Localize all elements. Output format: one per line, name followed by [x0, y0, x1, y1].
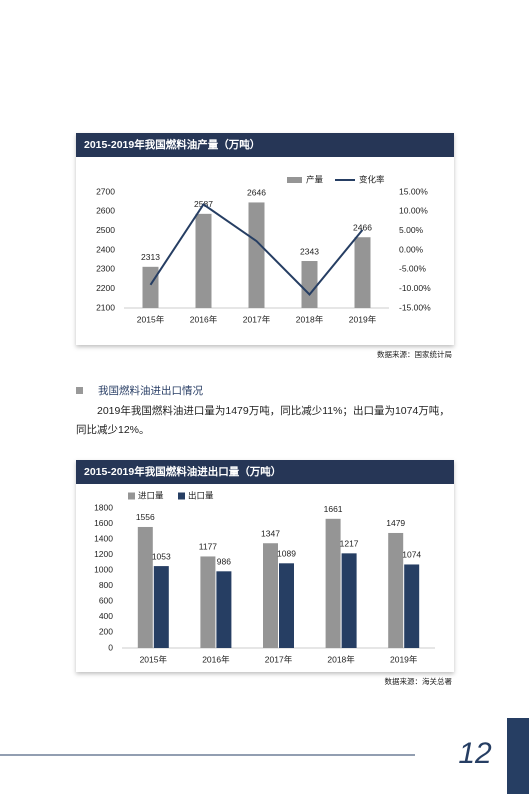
x-tick-label: 2015年	[137, 314, 165, 324]
x-tick-label: 2016年	[202, 654, 230, 664]
legend-label: 变化率	[359, 174, 385, 184]
page-number: 12	[458, 737, 492, 770]
section: 我国燃料油进出口情况 2019年我国燃料油进口量为1479万吨，同比减少11%；…	[76, 383, 456, 440]
bar	[388, 532, 404, 648]
chart-header	[76, 460, 454, 484]
legend-label: 产量	[306, 174, 324, 184]
y-tick-label: 2300	[96, 264, 115, 274]
bar	[195, 213, 212, 308]
section-heading: 我国燃料油进出口情况	[76, 383, 456, 398]
legend-label: 出口量	[188, 490, 214, 500]
data-label: 2466	[353, 222, 372, 232]
y-tick-label: 800	[99, 580, 113, 590]
x-tick-label: 2017年	[265, 654, 293, 664]
y2-tick-label: 15.00%	[399, 186, 428, 196]
bar	[248, 202, 265, 308]
data-label: 1556	[136, 512, 155, 522]
y-tick-label: 2200	[96, 283, 115, 293]
bar	[216, 571, 232, 648]
data-label: 1347	[261, 528, 280, 538]
bar	[142, 266, 159, 308]
y-tick-label: 200	[99, 627, 113, 637]
data-label: 1661	[324, 504, 343, 514]
y-tick-label: 0	[108, 642, 113, 652]
y-tick-label: 1600	[94, 518, 113, 528]
y-tick-label: 600	[99, 596, 113, 606]
y-tick-label: 1800	[94, 502, 113, 512]
x-tick-label: 2018年	[327, 654, 355, 664]
bar	[263, 543, 278, 648]
x-tick-label: 2015年	[140, 654, 168, 664]
change-rate-line	[149, 202, 364, 296]
footer-block	[507, 718, 529, 794]
y-tick-label: 400	[99, 611, 113, 621]
data-label: 2313	[141, 252, 160, 262]
chart-title: 2015-2019年我国燃料油产量（万吨）	[84, 138, 260, 151]
legend-swatch	[287, 177, 302, 183]
y-tick-label: 1000	[94, 564, 113, 574]
x-tick-label: 2019年	[390, 654, 418, 664]
bar	[325, 518, 341, 648]
bar	[200, 556, 216, 648]
data-label: 1074	[402, 550, 421, 560]
source-note: 数据来源：国家统计局	[377, 349, 452, 359]
bar	[137, 526, 153, 648]
bar	[153, 566, 169, 648]
source-note: 数据来源：海关总署	[385, 676, 453, 686]
bar	[354, 237, 371, 308]
legend-swatch	[128, 492, 135, 500]
x-tick-label: 2019年	[349, 314, 377, 324]
y2-tick-label: 0.00%	[399, 244, 424, 254]
data-label: 1479	[386, 518, 405, 528]
y2-tick-label: -5.00%	[399, 264, 426, 274]
legend-label: 进口量	[138, 490, 164, 500]
x-tick-label: 2016年	[190, 314, 218, 324]
section-paragraph: 2019年我国燃料油进口量为1479万吨，同比减少11%；出口量为1074万吨，…	[76, 405, 450, 436]
y-tick-label: 2100	[96, 302, 115, 312]
legend-swatch	[178, 492, 185, 500]
y2-tick-label: -15.00%	[399, 302, 431, 312]
data-label: 1053	[152, 551, 171, 561]
y-tick-label: 2700	[96, 186, 115, 196]
data-label: 2646	[247, 188, 266, 198]
chart-title: 2015-2019年我国燃料油进出口量（万吨）	[84, 465, 281, 478]
y-tick-label: 1400	[94, 533, 113, 543]
bar	[279, 563, 294, 648]
chart-panel	[76, 133, 454, 345]
bar	[404, 564, 420, 648]
y2-tick-label: -10.00%	[399, 283, 431, 293]
data-label: 2343	[300, 246, 319, 256]
data-label: 1217	[340, 539, 359, 549]
bar	[341, 553, 357, 648]
data-label: 1177	[199, 542, 218, 552]
y2-tick-label: 10.00%	[399, 206, 428, 216]
y2-tick-label: 5.00%	[399, 225, 424, 235]
data-label: 1089	[277, 549, 296, 559]
y-tick-label: 2600	[96, 206, 115, 216]
bar	[301, 261, 318, 308]
x-tick-label: 2018年	[296, 314, 324, 324]
y-tick-label: 2400	[96, 244, 115, 254]
x-tick-label: 2017年	[243, 314, 271, 324]
y-tick-label: 2500	[96, 225, 115, 235]
chart-header	[76, 133, 454, 157]
data-label: 986	[217, 557, 231, 567]
y-tick-label: 1200	[94, 549, 113, 559]
